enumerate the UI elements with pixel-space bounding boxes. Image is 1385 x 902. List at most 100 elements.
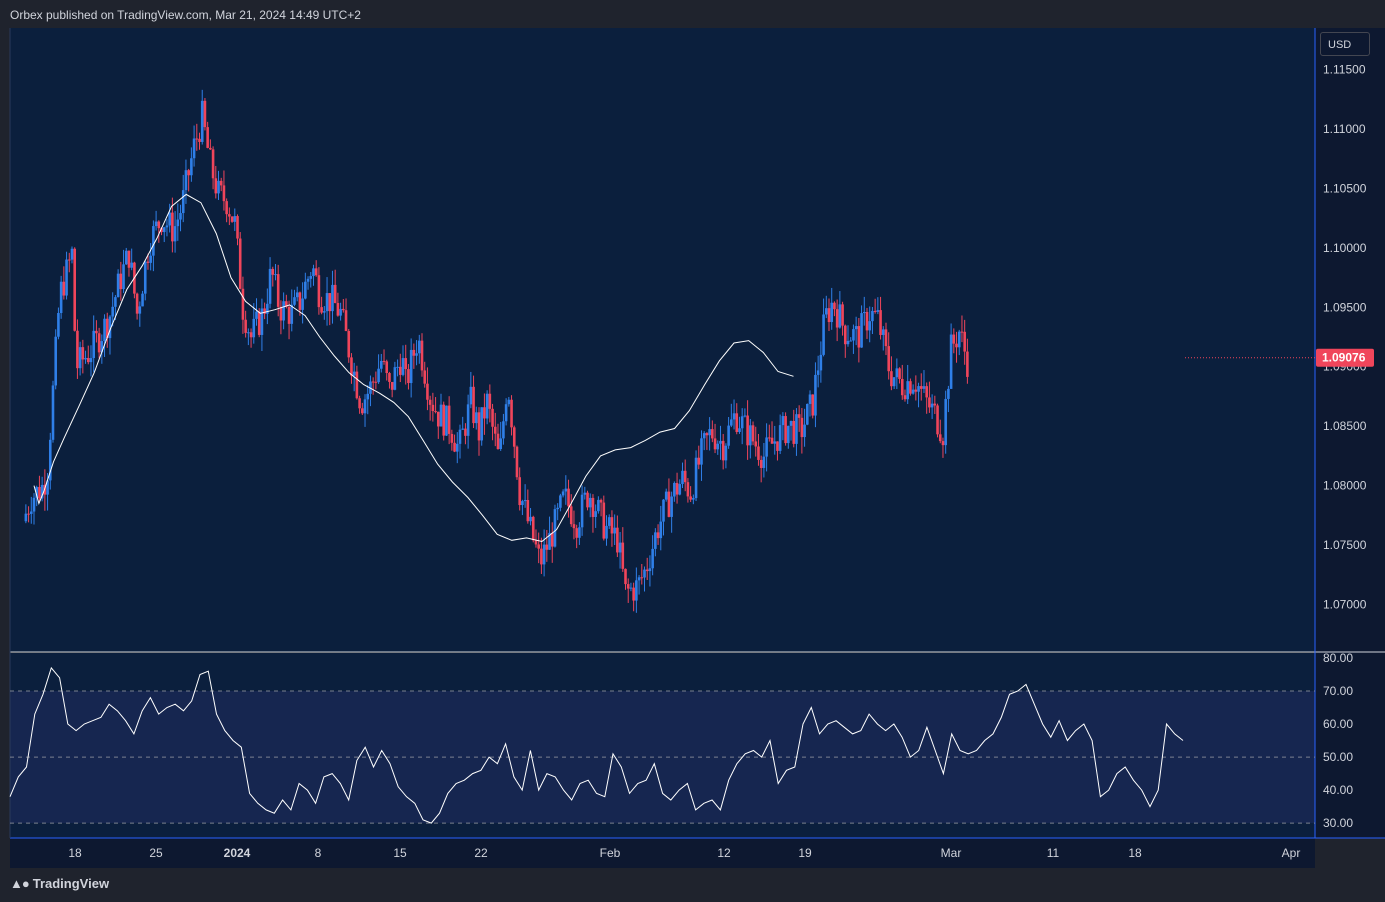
time-tick-label: 18 (1128, 846, 1142, 860)
candle-body (347, 330, 351, 358)
candle-body (778, 425, 782, 451)
candle-body (735, 413, 739, 432)
candle-body (342, 308, 345, 311)
candle-body (537, 544, 540, 549)
price-tick-label: 1.10000 (1323, 241, 1367, 255)
candle-body (860, 313, 863, 348)
candle-body (228, 214, 231, 217)
candle-body (952, 334, 956, 344)
rsi-tick-label: 40.00 (1323, 783, 1353, 797)
candle-body (930, 403, 934, 408)
candle-body (523, 500, 527, 502)
candle-body (621, 542, 625, 569)
candle-body (409, 349, 413, 384)
candle-body (824, 308, 828, 315)
candle-body (206, 127, 209, 148)
candle-body (713, 438, 717, 450)
currency-button[interactable]: USD (1320, 32, 1370, 56)
candle-body (350, 357, 353, 376)
candle-body (843, 325, 847, 345)
time-tick-label: 22 (474, 846, 488, 860)
candle-body (526, 500, 530, 522)
candle-body (629, 587, 633, 589)
time-tick-label: 12 (717, 846, 731, 860)
candle-body (507, 399, 511, 405)
candle-body (556, 507, 559, 510)
candle-body (903, 395, 907, 400)
candle-body (352, 371, 356, 376)
candle-body (301, 298, 304, 310)
candle-body (173, 226, 177, 242)
candle-body (40, 484, 44, 499)
candle-body (957, 331, 961, 348)
candle-body (162, 227, 166, 233)
candle-body (295, 292, 299, 298)
candle-body (385, 361, 389, 374)
candle-body (955, 343, 958, 348)
candle-body (854, 326, 858, 330)
candle-body (472, 386, 475, 424)
candle-body (225, 201, 228, 215)
candle-body (51, 385, 55, 440)
candle-body (884, 329, 888, 347)
candle-body (369, 381, 372, 394)
candle-body (396, 366, 399, 368)
candle-body (358, 398, 361, 409)
candle-body (184, 170, 188, 191)
candle-body (401, 358, 405, 375)
time-tick-label: 19 (798, 846, 812, 860)
candle-body (689, 496, 692, 500)
candle-body (865, 312, 869, 331)
candle-body (521, 501, 524, 506)
time-tick-label: Mar (941, 846, 962, 860)
candle-body (602, 502, 606, 539)
candle-body (561, 491, 565, 496)
candle-body (730, 419, 733, 426)
candle-body (328, 293, 332, 312)
candle-body (244, 319, 247, 333)
candle-body (344, 310, 348, 331)
candle-body (480, 407, 483, 441)
candle-body (784, 416, 787, 444)
candle-body (664, 491, 668, 500)
candle-body (890, 371, 893, 387)
candle-body (154, 221, 158, 227)
candle-body (626, 584, 630, 589)
time-tick-label: 8 (315, 846, 322, 860)
candle-body (168, 212, 171, 226)
candle-body (257, 311, 261, 335)
candle-body (732, 413, 736, 420)
candle-body (331, 284, 334, 312)
time-tick-label: 15 (393, 846, 407, 860)
candle-body (876, 310, 880, 312)
price-tick-label: 1.10500 (1323, 181, 1367, 195)
candle-body (339, 308, 342, 316)
candle-body (407, 369, 410, 384)
candle-body (529, 516, 532, 522)
candle-body (751, 425, 755, 442)
candle-body (130, 262, 133, 268)
candle-body (464, 428, 467, 436)
candle-body (176, 219, 180, 227)
top-bar: Orbex published on TradingView.com, Mar … (0, 0, 1385, 28)
candle-body (591, 497, 595, 517)
candle-body (27, 513, 30, 515)
time-tick-label: 18 (68, 846, 82, 860)
candle-body (309, 276, 313, 279)
candle-body (749, 425, 752, 446)
candle-body (89, 358, 93, 363)
time-tick-label: 25 (149, 846, 163, 860)
candle-body (768, 437, 771, 439)
candle-body (757, 446, 760, 460)
candle-body (580, 494, 584, 528)
candle-body (274, 274, 277, 276)
price-tick-label: 1.08000 (1323, 479, 1367, 493)
candle-body (515, 446, 519, 478)
candle-body (835, 309, 839, 328)
candle-body (35, 486, 39, 498)
candle-body (616, 527, 619, 553)
candle-body (963, 331, 966, 352)
candle-body (67, 259, 71, 261)
candle-body (702, 433, 706, 439)
